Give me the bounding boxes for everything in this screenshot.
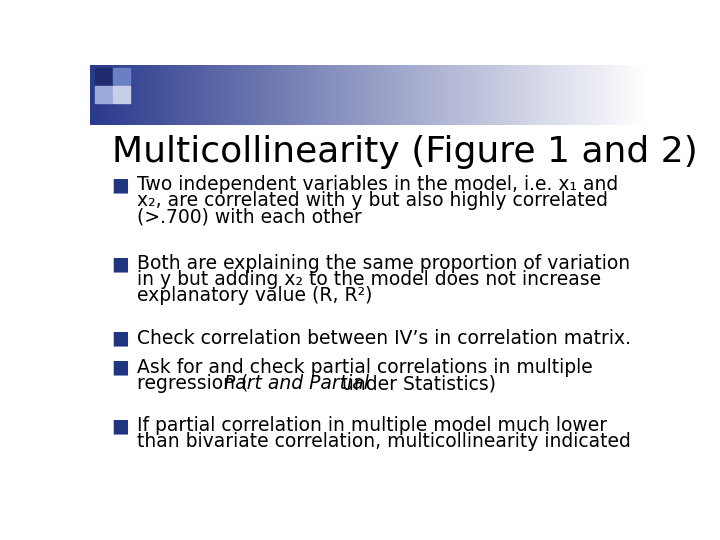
Bar (113, 68, 130, 85)
Text: Multicollinearity (Figure 1 and 2): Multicollinearity (Figure 1 and 2) (112, 136, 698, 170)
Text: regression (: regression ( (138, 374, 249, 393)
Text: Both are explaining the same proportion of variation: Both are explaining the same proportion … (138, 254, 631, 273)
Text: ■: ■ (111, 329, 129, 348)
Text: (>.700) with each other: (>.700) with each other (138, 207, 362, 226)
Text: Check correlation between IV’s in correlation matrix.: Check correlation between IV’s in correl… (138, 329, 631, 348)
Bar (94, 86, 112, 103)
Text: ■: ■ (111, 358, 129, 377)
Text: x₂, are correlated with y but also highly correlated: x₂, are correlated with y but also highl… (138, 191, 608, 210)
Text: ■: ■ (111, 416, 129, 435)
Text: than bivariate correlation, multicollinearity indicated: than bivariate correlation, multicolline… (138, 433, 631, 451)
Text: under Statistics): under Statistics) (336, 374, 496, 393)
Text: Part and Partial: Part and Partial (224, 374, 369, 393)
Text: Two independent variables in the model, i.e. x₁ and: Two independent variables in the model, … (138, 175, 618, 194)
Text: If partial correlation in multiple model much lower: If partial correlation in multiple model… (138, 416, 608, 435)
Text: ■: ■ (111, 175, 129, 194)
Text: ■: ■ (111, 254, 129, 273)
Text: explanatory value (R, R²): explanatory value (R, R²) (138, 286, 373, 305)
Bar (94, 68, 112, 85)
Text: Ask for and check partial correlations in multiple: Ask for and check partial correlations i… (138, 358, 593, 377)
Bar (113, 86, 130, 103)
Text: in y but adding x₂ to the model does not increase: in y but adding x₂ to the model does not… (138, 270, 601, 289)
